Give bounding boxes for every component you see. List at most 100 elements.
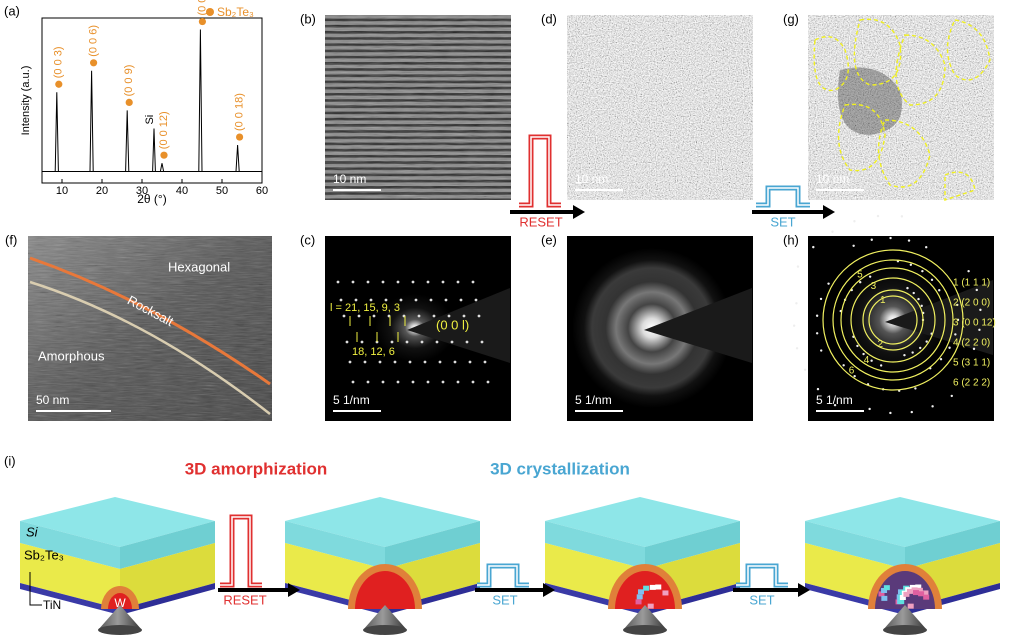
- legend-label: Sb₂Te₃: [217, 5, 254, 19]
- grain-shade: [838, 67, 902, 135]
- scale-bar-label: 5 1/nm: [575, 393, 612, 407]
- region-label: Hexagonal: [168, 259, 230, 274]
- diffraction-spot: [351, 380, 355, 384]
- layer-face: [545, 521, 645, 569]
- diffraction-spot: [381, 380, 385, 384]
- layer-label: TiN: [43, 598, 61, 612]
- beam-stop: [407, 288, 510, 363]
- layer-label: Sb₂Te₃: [24, 547, 64, 562]
- ring-index: 1 (1 1 1): [953, 278, 990, 289]
- diffraction-spot: [950, 394, 953, 398]
- pulse-inner: [756, 187, 810, 206]
- diffraction-spot: [456, 380, 460, 384]
- diffraction-spot: [447, 314, 451, 318]
- ring: [832, 259, 954, 381]
- diffraction-spot: [931, 405, 934, 408]
- ring-index: 3 (0 0 12): [953, 318, 996, 329]
- diffraction-spot: [812, 245, 815, 249]
- diffraction-spot: [381, 280, 385, 284]
- diffraction-spot: [803, 368, 807, 371]
- diffraction-spot: [795, 302, 798, 305]
- ring-number: 4: [864, 355, 870, 366]
- diffraction-spot: [450, 340, 454, 344]
- diffraction-spot: [948, 346, 951, 349]
- diffraction-spot: [411, 280, 415, 284]
- arrow-head: [543, 583, 555, 597]
- arrow-head: [288, 583, 300, 597]
- diffraction-spot: [351, 280, 355, 284]
- grain-boundary: [853, 18, 902, 86]
- diffraction-spot: [831, 230, 834, 233]
- electrode-base: [98, 625, 142, 635]
- diffraction-spot: [925, 340, 928, 343]
- peak-marker: [90, 59, 98, 67]
- legend-marker: [206, 8, 214, 16]
- diffraction-spot: [859, 281, 862, 284]
- grain: [907, 603, 914, 609]
- peak-label: (0 0 15): [196, 0, 208, 16]
- layer-face: [120, 521, 215, 569]
- diffraction-spot: [417, 314, 421, 318]
- electrode: [363, 605, 407, 630]
- switched-region: [355, 571, 415, 609]
- pulse-inner: [736, 565, 788, 586]
- grain: [922, 590, 929, 596]
- x-axis-label: 2θ (°): [137, 192, 166, 206]
- ring: [822, 249, 964, 391]
- diffraction-spot: [411, 380, 415, 384]
- x-tick-label: 30: [136, 185, 148, 197]
- peak: [235, 145, 240, 172]
- peak-label: (0 0 9): [123, 65, 135, 97]
- diffraction-spot: [975, 288, 978, 292]
- ring-number: 2: [878, 339, 884, 350]
- grain: [637, 589, 644, 595]
- grain: [881, 588, 888, 594]
- diffraction-spot: [366, 380, 370, 384]
- scale-bar-label: 50 nm: [36, 393, 69, 407]
- diffraction-spot: [978, 328, 981, 332]
- grain-boundary: [877, 119, 931, 188]
- diffraction-spot: [408, 360, 412, 364]
- grain: [647, 603, 654, 609]
- y-axis-label: Intensity (a.u.): [20, 66, 32, 136]
- diffraction-spot: [486, 380, 490, 384]
- x-tick-label: 20: [96, 185, 108, 197]
- index-label: l = 21, 15, 9, 3: [330, 302, 400, 314]
- plot-frame: [41, 17, 263, 184]
- scale-bar-label: 5 1/nm: [816, 393, 853, 407]
- switched-region: [108, 593, 132, 609]
- stage-title: 3D crystallization: [490, 459, 630, 478]
- diffraction-spot: [876, 214, 880, 218]
- layer-face: [120, 543, 215, 609]
- diffraction-spot: [954, 333, 957, 336]
- grain: [883, 585, 890, 591]
- diffraction-spot: [405, 340, 409, 344]
- diffraction-spot: [852, 244, 855, 247]
- scale-bar-label: 10 nm: [575, 172, 608, 186]
- grain: [878, 591, 885, 597]
- diffraction-spot: [889, 411, 892, 415]
- ring: [840, 267, 946, 373]
- grain: [635, 599, 642, 605]
- x-tick-label: 40: [176, 185, 188, 197]
- electrode: [883, 605, 927, 630]
- layer-face: [120, 583, 215, 615]
- diffraction-spot: [889, 236, 892, 240]
- scale-bar-label: 10 nm: [816, 172, 849, 186]
- diffraction-spot: [474, 298, 478, 302]
- layer-face: [285, 521, 385, 569]
- diffraction-spot: [939, 358, 943, 361]
- diffraction-spot: [471, 280, 475, 284]
- pulse-outline: [519, 134, 561, 208]
- diffraction-spot: [917, 297, 920, 301]
- arrow-head: [798, 583, 810, 597]
- ring: [868, 295, 918, 345]
- peak: [125, 110, 130, 172]
- arrow-head: [573, 205, 585, 219]
- scale-bar-label: 10 nm: [333, 172, 366, 186]
- diffraction-spot: [879, 364, 883, 367]
- diffraction-spot: [815, 332, 819, 335]
- zone-label: (0 0 l): [436, 317, 469, 332]
- diffraction-spot: [426, 380, 430, 384]
- diffraction-spot: [792, 324, 796, 327]
